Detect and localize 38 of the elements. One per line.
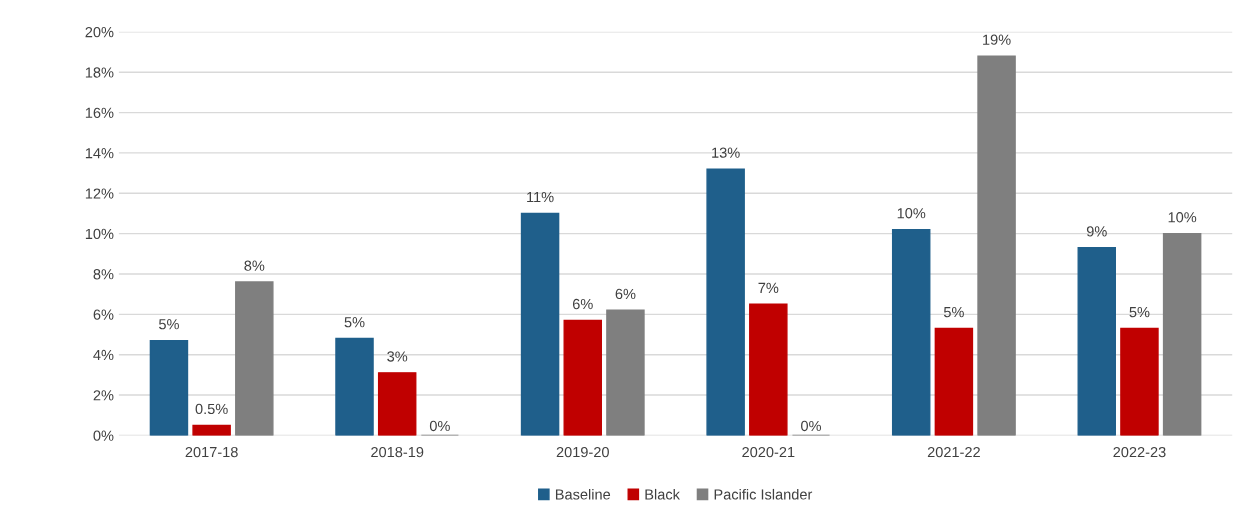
data-label: 6% <box>572 298 593 310</box>
data-label: 0.5% <box>195 403 228 415</box>
data-label: 8% <box>244 260 265 271</box>
y-tick-label: 20% <box>85 26 114 38</box>
legend-label: Black <box>645 488 680 500</box>
y-tick-label: 0% <box>93 430 114 441</box>
data-label: 13% <box>712 147 740 158</box>
x-tick-label: 2020-21 <box>742 446 795 458</box>
data-label: 0% <box>801 420 822 432</box>
y-tick-label: 6% <box>93 309 114 320</box>
data-label: 3% <box>387 351 408 362</box>
y-tick-label: 12% <box>85 188 114 199</box>
data-label: 5% <box>1129 307 1150 318</box>
data-label: 9% <box>1086 226 1107 237</box>
y-tick-label: 2% <box>93 390 114 401</box>
x-tick-label: 2021-22 <box>927 446 980 458</box>
x-tick-label: 2018-19 <box>371 446 424 458</box>
data-label: 6% <box>615 288 636 300</box>
y-tick-label: 16% <box>85 107 114 118</box>
data-label: 10% <box>1168 212 1197 223</box>
data-label: 5% <box>943 307 964 318</box>
data-label: 10% <box>897 208 926 219</box>
data-label: 19% <box>983 34 1011 45</box>
data-label: 11% <box>527 191 554 203</box>
x-tick-label: 2017-18 <box>185 446 238 458</box>
y-tick-label: 14% <box>85 148 114 159</box>
legend-label: Baseline <box>555 488 611 500</box>
x-tick-label: 2019-20 <box>556 446 609 458</box>
data-label: 0% <box>429 420 450 432</box>
y-tick-label: 10% <box>85 228 114 240</box>
y-tick-label: 8% <box>93 269 114 280</box>
x-tick-label: 2022-23 <box>1113 446 1166 458</box>
data-label: 7% <box>758 282 779 293</box>
data-label: 5% <box>344 317 365 328</box>
y-tick-label: 4% <box>93 349 114 361</box>
legend-label: Pacific Islander <box>714 488 813 500</box>
data-label: 5% <box>158 319 179 330</box>
y-tick-label: 18% <box>85 67 114 78</box>
